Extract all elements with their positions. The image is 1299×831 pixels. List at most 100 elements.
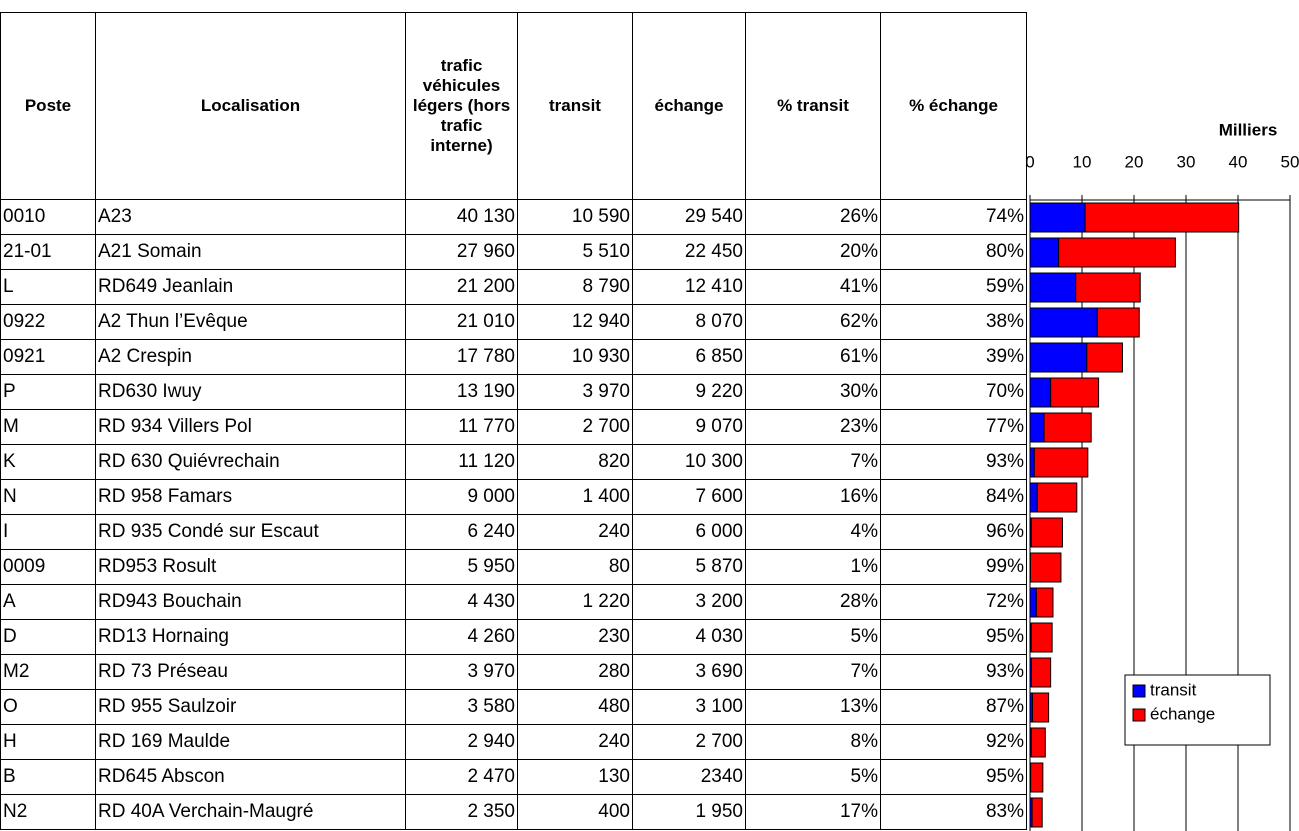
- table-cell: 74%: [880, 199, 1027, 235]
- table-cell: 80%: [880, 234, 1027, 270]
- table-cell: N2: [0, 794, 96, 830]
- bar-segment: [1029, 272, 1077, 303]
- table-cell: RD630 Iwuy: [95, 374, 406, 410]
- table-cell: 29 540: [632, 199, 746, 235]
- table-cell: D: [0, 619, 96, 655]
- table-row: K RD 630 Quiévrechain 11 120 820 10 300 7% 93%: [0, 444, 1027, 480]
- bar-segment: [1086, 342, 1123, 373]
- table-cell: 2 470: [405, 759, 518, 795]
- table-cell: 7 600: [632, 479, 746, 515]
- table-cell: 12 410: [632, 269, 746, 305]
- bar-segment: [1084, 202, 1240, 233]
- axis-label: Milliers: [1219, 120, 1278, 139]
- table-cell: RD13 Hornaing: [95, 619, 406, 655]
- table-cell: RD 958 Famars: [95, 479, 406, 515]
- table-row: N2 RD 40A Verchain-Maugré 2 350 400 1 950 17%…: [0, 794, 1027, 830]
- bar-segment: [1029, 377, 1052, 408]
- bar-segment: [1030, 517, 1063, 548]
- table-cell: 240: [517, 724, 633, 760]
- table-cell: RD953 Rosult: [95, 549, 406, 585]
- bar-segment: [1030, 657, 1052, 688]
- table-cell: 480: [517, 689, 633, 725]
- column-header: échange: [632, 12, 746, 200]
- bar-segment: [1029, 202, 1086, 233]
- table-row: O RD 955 Saulzoir 3 580 480 3 100 13% 87%: [0, 689, 1027, 725]
- table-cell: 10 590: [517, 199, 633, 235]
- table-cell: 4 430: [405, 584, 518, 620]
- table-cell: 84%: [880, 479, 1027, 515]
- table-cell: M: [0, 409, 96, 445]
- table-cell: 3 970: [517, 374, 633, 410]
- table-cell: 1 220: [517, 584, 633, 620]
- table-row: D RD13 Hornaing 4 260 230 4 030 5% 95%: [0, 619, 1027, 655]
- bar-segment: [1031, 797, 1043, 828]
- table-cell: 21 010: [405, 304, 518, 340]
- table-row: 0009 RD953 Rosult 5 950 80 5 870 1% 99%: [0, 549, 1027, 585]
- table-cell: 7%: [745, 444, 881, 480]
- bar-segment: [1029, 342, 1088, 373]
- table-row: P RD630 Iwuy 13 190 3 970 9 220 30% 70%: [0, 374, 1027, 410]
- table-cell: 6 850: [632, 339, 746, 375]
- header-row: Poste Localisation trafic véhicules légers…: [0, 12, 1027, 200]
- bar-segment: [1043, 412, 1092, 443]
- bar-segment: [1029, 482, 1038, 513]
- bar-segment: [1029, 237, 1060, 268]
- table-cell: RD 40A Verchain-Maugré: [95, 794, 406, 830]
- table-cell: 1 400: [517, 479, 633, 515]
- table-cell: H: [0, 724, 96, 760]
- table-row: A RD943 Bouchain 4 430 1 220 3 200 28% 72%: [0, 584, 1027, 620]
- table-cell: 93%: [880, 444, 1027, 480]
- table-cell: 2 940: [405, 724, 518, 760]
- bar-segment: [1096, 307, 1140, 338]
- table-row: 0921 A2 Crespin 17 780 10 930 6 850 61% 39%: [0, 339, 1027, 375]
- table-cell: 21-01: [0, 234, 96, 270]
- table-cell: O: [0, 689, 96, 725]
- column-header: % transit: [745, 12, 881, 200]
- table-cell: 5 870: [632, 549, 746, 585]
- bar-segment: [1030, 762, 1044, 793]
- table-cell: A: [0, 584, 96, 620]
- table-cell: M2: [0, 654, 96, 690]
- table-cell: 5%: [745, 619, 881, 655]
- table-cell: 3 580: [405, 689, 518, 725]
- bar-segment: [1033, 447, 1089, 478]
- table-cell: 20%: [745, 234, 881, 270]
- table-cell: 93%: [880, 654, 1027, 690]
- table-cell: 400: [517, 794, 633, 830]
- table-cell: 77%: [880, 409, 1027, 445]
- legend-label: transit: [1150, 680, 1197, 699]
- table-cell: L: [0, 269, 96, 305]
- table-row: L RD649 Jeanlain 21 200 8 790 12 410 41% 59%: [0, 269, 1027, 305]
- table-cell: RD 934 Villers Pol: [95, 409, 406, 445]
- legend-swatch: [1132, 708, 1146, 722]
- table-cell: 92%: [880, 724, 1027, 760]
- table-cell: 8%: [745, 724, 881, 760]
- bar-segment: [1030, 622, 1053, 653]
- x-tick-label: 20: [1125, 152, 1144, 171]
- bar-segment: [1075, 272, 1141, 303]
- table-cell: 10 300: [632, 444, 746, 480]
- table-cell: 6 000: [632, 514, 746, 550]
- table-cell: 0921: [0, 339, 96, 375]
- bar-segment: [1029, 447, 1035, 478]
- table-cell: 4 030: [632, 619, 746, 655]
- bar-segment: [1050, 377, 1100, 408]
- table-cell: 2 350: [405, 794, 518, 830]
- bar-segment: [1031, 692, 1050, 723]
- table-cell: 95%: [880, 759, 1027, 795]
- x-tick-label: 40: [1229, 152, 1248, 171]
- table-row: 21-01 A21 Somain 27 960 5 510 22 450 20% 80%: [0, 234, 1027, 270]
- column-header: Localisation: [95, 12, 406, 200]
- table-cell: 5%: [745, 759, 881, 795]
- column-header: transit: [517, 12, 633, 200]
- table-cell: 22 450: [632, 234, 746, 270]
- x-tick-label: 30: [1177, 152, 1196, 171]
- table-cell: I: [0, 514, 96, 550]
- table-cell: RD 955 Saulzoir: [95, 689, 406, 725]
- x-tick-label: 0: [1025, 152, 1034, 171]
- legend-box: [1124, 674, 1271, 746]
- table-cell: 13%: [745, 689, 881, 725]
- table-cell: 4 260: [405, 619, 518, 655]
- table-cell: 9 000: [405, 479, 518, 515]
